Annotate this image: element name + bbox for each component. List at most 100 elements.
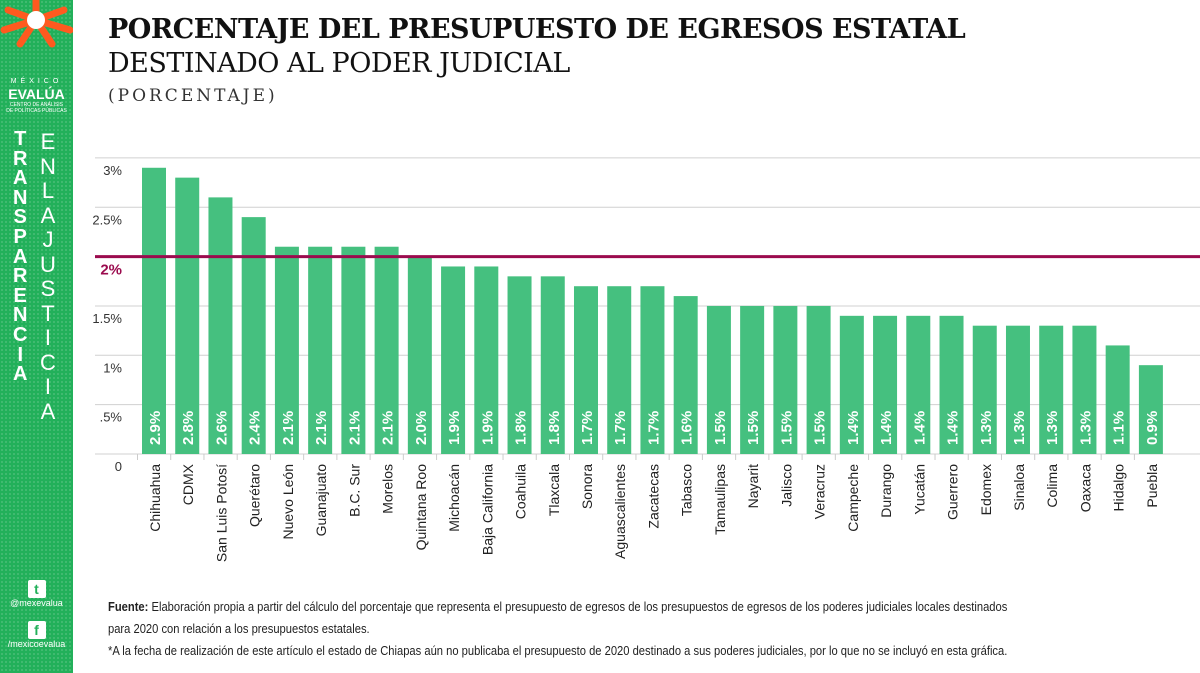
bar bbox=[274, 246, 299, 454]
data-label: 1.5% bbox=[778, 411, 795, 445]
bar bbox=[208, 197, 233, 454]
x-tick-label: Querétaro bbox=[247, 464, 263, 527]
x-tick-label: Veracruz bbox=[812, 464, 828, 519]
bar bbox=[839, 315, 864, 454]
facebook-handle: /mexicoevalua bbox=[7, 639, 66, 649]
bar bbox=[1138, 365, 1163, 454]
y-tick-label: 1.5% bbox=[92, 311, 122, 326]
data-label: 1.5% bbox=[712, 411, 729, 445]
data-label: 1.3% bbox=[1077, 411, 1094, 445]
x-tick-label: Morelos bbox=[380, 464, 396, 514]
vertical-letter: P bbox=[13, 225, 27, 248]
data-label: 2.1% bbox=[380, 411, 397, 445]
data-label: 1.5% bbox=[745, 411, 762, 445]
y-tick-label: 0 bbox=[115, 459, 122, 474]
vertical-letter: E bbox=[40, 129, 56, 154]
x-tick-label: Aguascalientes bbox=[612, 464, 628, 559]
vertical-letter: U bbox=[40, 251, 56, 277]
data-label: 1.9% bbox=[479, 411, 496, 445]
source-note-line2: para 2020 con relación a los presupuesto… bbox=[108, 621, 370, 636]
vertical-letter: L bbox=[41, 178, 55, 203]
bar bbox=[507, 276, 532, 454]
data-label: 1.6% bbox=[679, 411, 696, 445]
bar bbox=[341, 246, 366, 454]
logo-star-icon bbox=[0, 0, 73, 48]
data-label: 1.3% bbox=[1011, 411, 1028, 445]
vertical-letter: S bbox=[13, 206, 27, 229]
data-label: 2.1% bbox=[280, 411, 297, 445]
data-label: 1.5% bbox=[812, 411, 829, 445]
bar bbox=[1105, 345, 1130, 454]
twitter-link[interactable]: t @mexevalua bbox=[0, 580, 73, 608]
x-tick-label: Edomex bbox=[978, 464, 994, 515]
data-label: 2.4% bbox=[247, 411, 264, 445]
data-label: 1.4% bbox=[945, 411, 962, 445]
vertical-letter: I bbox=[44, 325, 51, 350]
x-tick-label: Chihuahua bbox=[147, 464, 163, 532]
x-tick-label: Quintana Roo bbox=[413, 464, 429, 551]
vertical-letter: I bbox=[44, 374, 51, 399]
data-label: 2.9% bbox=[147, 411, 164, 445]
bar bbox=[175, 177, 200, 454]
x-tick-label: CDMX bbox=[180, 463, 196, 505]
bar bbox=[972, 325, 997, 454]
data-label: 1.8% bbox=[513, 411, 530, 445]
bar bbox=[540, 276, 565, 454]
bar bbox=[308, 246, 333, 454]
data-label: 1.9% bbox=[446, 411, 463, 445]
x-tick-label: Nayarit bbox=[745, 464, 761, 508]
vertical-letter: N bbox=[40, 153, 56, 179]
x-tick-label: B.C. Sur bbox=[346, 464, 362, 517]
x-tick-label: Hidalgo bbox=[1111, 464, 1127, 512]
brand-sub1: CENTRO DE ANÁLISIS bbox=[9, 102, 64, 108]
vertical-letter: J bbox=[42, 227, 54, 252]
bar bbox=[474, 266, 499, 454]
bar bbox=[142, 167, 166, 454]
x-tick-label: Guanajuato bbox=[313, 464, 329, 537]
bar bbox=[773, 305, 798, 454]
vertical-letter: A bbox=[13, 167, 28, 190]
x-tick-label: Baja California bbox=[479, 464, 495, 555]
facebook-link[interactable]: f /mexicoevalua bbox=[0, 621, 73, 649]
vertical-letter: R bbox=[13, 265, 28, 288]
bar bbox=[873, 315, 898, 454]
x-tick-label: Zacatecas bbox=[645, 464, 661, 529]
source-label: Fuente: bbox=[108, 599, 149, 614]
bar bbox=[374, 246, 399, 454]
y-tick-label: 3% bbox=[103, 163, 122, 178]
data-label: 1.3% bbox=[978, 411, 995, 445]
bar bbox=[573, 286, 598, 454]
x-tick-label: Colima bbox=[1044, 464, 1060, 508]
data-label: 2.8% bbox=[180, 411, 197, 445]
x-tick-label: Michoacán bbox=[446, 464, 462, 532]
vertical-letter: T bbox=[14, 128, 27, 150]
bar bbox=[407, 256, 432, 454]
data-label: 0.9% bbox=[1144, 411, 1161, 445]
data-label: 1.4% bbox=[845, 411, 862, 445]
x-tick-label: Puebla bbox=[1144, 464, 1160, 508]
vertical-letter: A bbox=[13, 245, 28, 268]
bar bbox=[640, 286, 665, 454]
x-tick-label: Tabasco bbox=[679, 464, 695, 516]
x-tick-label: Sinaloa bbox=[1011, 464, 1027, 511]
data-label: 2.0% bbox=[413, 411, 430, 445]
bar bbox=[740, 305, 765, 454]
x-tick-label: Sonora bbox=[579, 464, 595, 509]
bar-chart: 0 .5% 1% 1.5% 2.5% 3% 2.9% Chihuahua 2.8% CDMX 2.6… bbox=[92, 157, 1200, 562]
bar bbox=[939, 315, 964, 454]
data-label: 1.3% bbox=[1044, 411, 1061, 445]
data-label: 1.4% bbox=[911, 411, 928, 445]
sidebar: MÉXICO EVALÚA CENTRO DE ANÁLISIS DE POLÍ… bbox=[0, 0, 73, 673]
bar bbox=[906, 315, 931, 454]
reference-line-label: 2% bbox=[100, 262, 122, 279]
vertical-letter: C bbox=[40, 349, 56, 375]
vertical-letter: A bbox=[40, 202, 56, 228]
facebook-icon: f bbox=[27, 621, 46, 639]
vertical-letter: T bbox=[41, 300, 55, 326]
footnote: *A la fecha de realización de este artíc… bbox=[108, 643, 1008, 658]
data-label: 1.8% bbox=[546, 411, 563, 445]
bar bbox=[673, 296, 698, 454]
vertical-letter: R bbox=[13, 147, 28, 170]
